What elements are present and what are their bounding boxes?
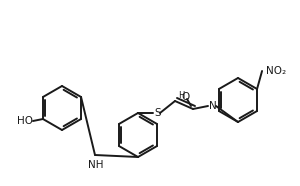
- Text: NO₂: NO₂: [266, 66, 286, 76]
- Text: O: O: [181, 92, 189, 102]
- Text: N: N: [209, 101, 217, 111]
- Text: NH: NH: [88, 160, 104, 170]
- Text: H: H: [178, 91, 184, 100]
- Text: HO: HO: [17, 116, 33, 126]
- Text: S: S: [155, 108, 161, 118]
